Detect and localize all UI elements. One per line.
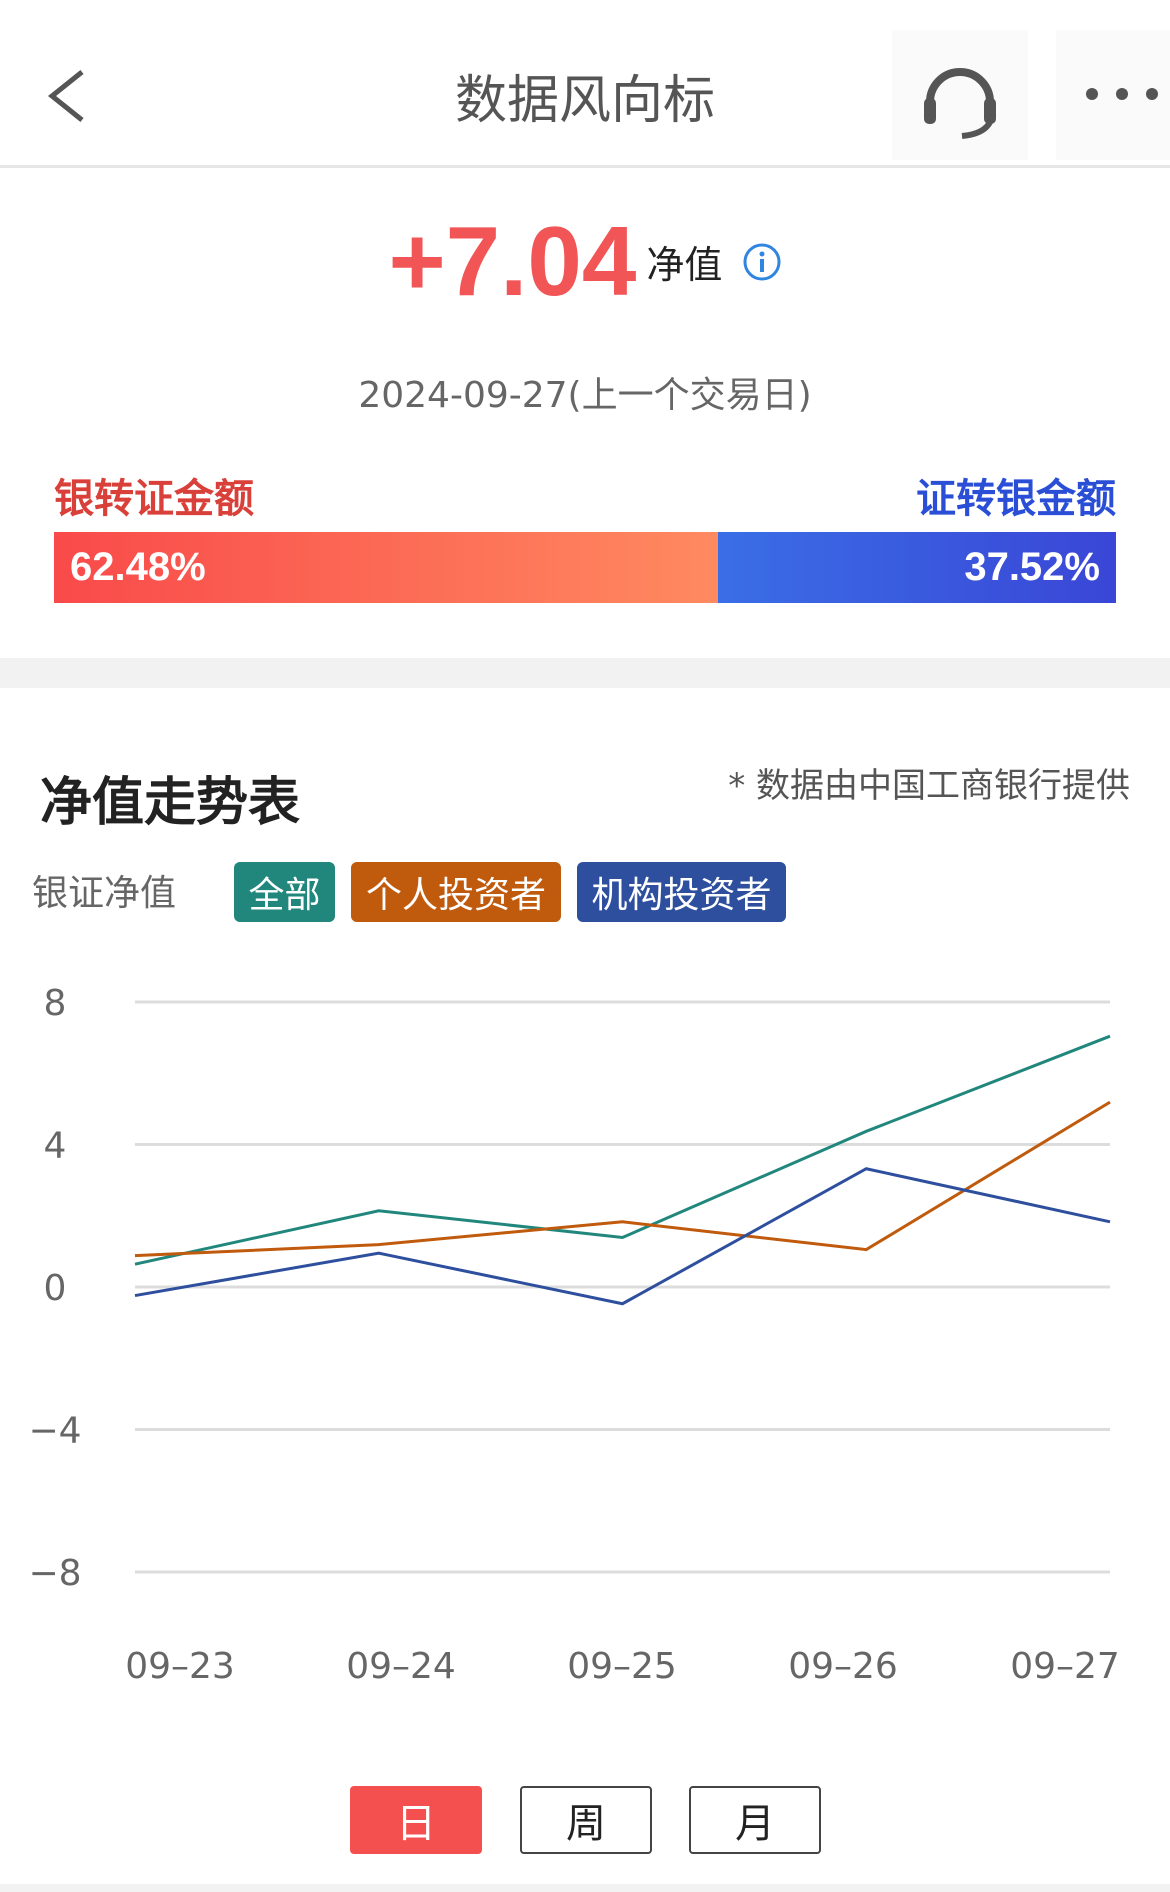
legend-institution[interactable]: 机构投资者 — [577, 862, 786, 922]
legend-label: 银证净值 — [32, 873, 177, 914]
securities-to-bank-label: 证转银金额 — [916, 476, 1116, 522]
headset-icon — [924, 68, 996, 139]
page-title: 数据风向标 — [454, 71, 715, 131]
back-button[interactable] — [30, 50, 110, 140]
x-tick-label: 09–26 — [788, 1646, 898, 1687]
support-button[interactable] — [892, 30, 1028, 160]
tab-day[interactable]: 日 — [350, 1786, 482, 1854]
x-tick-label: 09–25 — [567, 1646, 677, 1687]
net-value-chart: 8 4 0 −4 −8 09–23 09–24 09–25 09–26 09–27 — [28, 983, 1120, 1687]
info-icon[interactable] — [742, 242, 782, 282]
chevron-left-icon — [47, 70, 84, 122]
series-line-2 — [134, 1167, 1111, 1306]
legend-individual[interactable]: 个人投资者 — [351, 862, 561, 922]
y-tick-label: −4 — [28, 1411, 81, 1452]
net-value: +7.04 — [388, 206, 637, 316]
series-line-1 — [134, 1100, 1111, 1258]
data-source-note: * 数据由中国工商银行提供 — [728, 766, 1130, 806]
y-tick-label: −8 — [28, 1553, 81, 1594]
bank-to-securities-label: 银转证金额 — [54, 476, 254, 522]
tab-week[interactable]: 周 — [520, 1786, 652, 1854]
legend-all[interactable]: 全部 — [234, 862, 335, 922]
y-tick-label: 0 — [44, 1268, 67, 1309]
header: 数据风向标 — [0, 0, 1170, 168]
net-value-unit: 净值 — [646, 243, 723, 287]
trade-date: 2024-09-27(上一个交易日) — [358, 375, 812, 416]
bank-to-securities-pct: 62.48% — [70, 545, 206, 589]
more-button[interactable] — [1056, 30, 1170, 160]
series-line-0 — [134, 1034, 1111, 1266]
bank-to-securities-bar: 62.48% — [54, 532, 718, 603]
bottom-strip — [0, 1884, 1170, 1892]
flow-ratio-bar: 62.48% 37.52% — [54, 532, 1116, 603]
y-tick-label: 4 — [44, 1126, 67, 1167]
securities-to-bank-bar: 37.52% — [717, 532, 1116, 603]
securities-to-bank-pct: 37.52% — [964, 545, 1100, 589]
section-divider — [0, 658, 1170, 688]
more-dots-icon — [1086, 88, 1158, 100]
net-value-summary: +7.04 净值 — [0, 205, 1170, 318]
x-tick-label: 09–23 — [125, 1646, 235, 1687]
x-tick-label: 09–24 — [346, 1646, 456, 1687]
tab-month[interactable]: 月 — [689, 1786, 821, 1854]
y-tick-label: 8 — [44, 983, 67, 1024]
trend-title: 净值走势表 — [40, 773, 301, 833]
x-tick-label: 09–27 — [1010, 1646, 1120, 1687]
